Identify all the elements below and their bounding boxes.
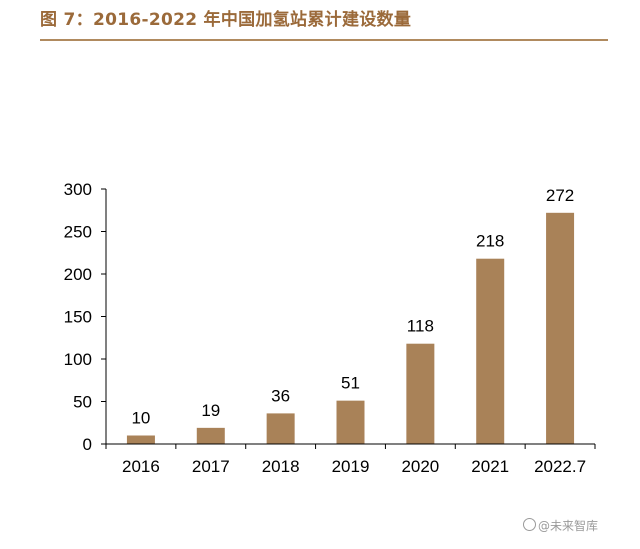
x-tick-label-2017: 2017 — [192, 457, 230, 476]
bar-2018 — [266, 413, 295, 444]
bars-group — [126, 212, 575, 444]
x-tick-label-2020: 2020 — [401, 457, 439, 476]
y-tick-label: 100 — [64, 350, 92, 369]
bar-2016 — [126, 435, 155, 444]
bar-2021 — [476, 258, 505, 444]
y-tick-label: 250 — [64, 223, 92, 242]
bar-2017 — [196, 427, 225, 444]
x-tick-label-2016: 2016 — [122, 457, 160, 476]
title-divider — [40, 39, 608, 41]
bar-2019 — [336, 400, 365, 444]
y-tick-label: 0 — [83, 435, 92, 454]
data-label-2018: 36 — [271, 386, 290, 405]
y-tick-label: 300 — [64, 180, 92, 199]
x-tick-label-2021: 2021 — [471, 457, 509, 476]
x-tick-label-2022.7: 2022.7 — [534, 457, 586, 476]
x-axis: 2016 2017 2018 2019 2020 2021 2022.7 — [105, 443, 596, 476]
data-label-2019: 51 — [341, 374, 360, 393]
data-label-2022.7: 272 — [546, 186, 574, 205]
data-labels-group: 10 19 36 51 118 218 272 — [131, 186, 574, 428]
y-axis: 0 50 100 150 200 250 300 — [64, 180, 107, 454]
bar-2022.7 — [546, 212, 575, 444]
watermark-text: @未来智库 — [538, 519, 599, 533]
figure-title: 图 7：2016-2022 年中国加氢站累计建设数量 — [40, 10, 412, 30]
watermark-icon — [523, 518, 536, 531]
figure-title-row: 图 7：2016-2022 年中国加氢站累计建设数量 — [40, 8, 608, 36]
x-tick-label-2019: 2019 — [332, 457, 370, 476]
watermark: @未来智库 — [523, 517, 598, 534]
data-label-2016: 10 — [131, 409, 150, 428]
data-label-2017: 19 — [201, 401, 220, 420]
data-label-2021: 218 — [476, 232, 504, 251]
y-tick-label: 200 — [64, 265, 92, 284]
y-tick-label: 50 — [73, 393, 92, 412]
x-tick-label-2018: 2018 — [262, 457, 300, 476]
bar-2020 — [406, 343, 435, 444]
y-tick-label: 150 — [64, 308, 92, 327]
data-label-2020: 118 — [407, 317, 434, 336]
